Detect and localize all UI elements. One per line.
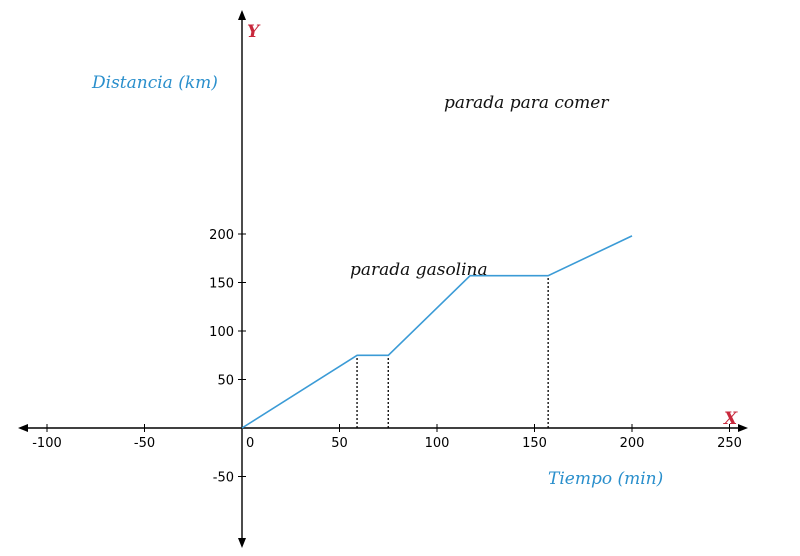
y-axis-arrow-top — [238, 10, 246, 20]
ticks: -100 -50 0 50 100 150 200 250 -50 50 100 150 200 — [32, 228, 742, 486]
x-axis-arrow-right — [738, 424, 748, 432]
labels: X Y Tiempo (min) Distancia (km) parada g… — [91, 22, 738, 489]
y-tick-label: 150 — [209, 277, 234, 292]
distance-series-line — [241, 235, 633, 429]
annotation-food-stop: parada para comer — [444, 93, 609, 113]
x-tick-label: -100 — [32, 436, 62, 451]
y-tick-label: 100 — [209, 325, 234, 340]
axes — [18, 10, 748, 548]
y-tick-label: -50 — [213, 471, 234, 486]
annotation-gas-stop: parada gasolina — [350, 260, 488, 280]
x-axis-title: Tiempo (min) — [548, 469, 663, 489]
x-axis-letter: X — [723, 409, 738, 429]
y-tick-label: 50 — [217, 374, 234, 389]
x-tick-label: 150 — [522, 436, 547, 451]
x-tick-label: 250 — [717, 436, 742, 451]
y-tick-label: 200 — [209, 228, 234, 243]
y-axis-title: Distancia (km) — [91, 73, 218, 93]
x-tick-label: 0 — [246, 436, 254, 451]
reference-lines — [356, 275, 549, 428]
x-tick-label: 100 — [425, 436, 450, 451]
y-axis-arrow-bottom — [238, 538, 246, 548]
y-axis-letter: Y — [247, 22, 261, 42]
x-tick-label: -50 — [134, 436, 155, 451]
x-tick-label: 200 — [620, 436, 645, 451]
series — [241, 235, 633, 429]
x-tick-label: 50 — [331, 436, 348, 451]
x-axis-arrow-left — [18, 424, 28, 432]
